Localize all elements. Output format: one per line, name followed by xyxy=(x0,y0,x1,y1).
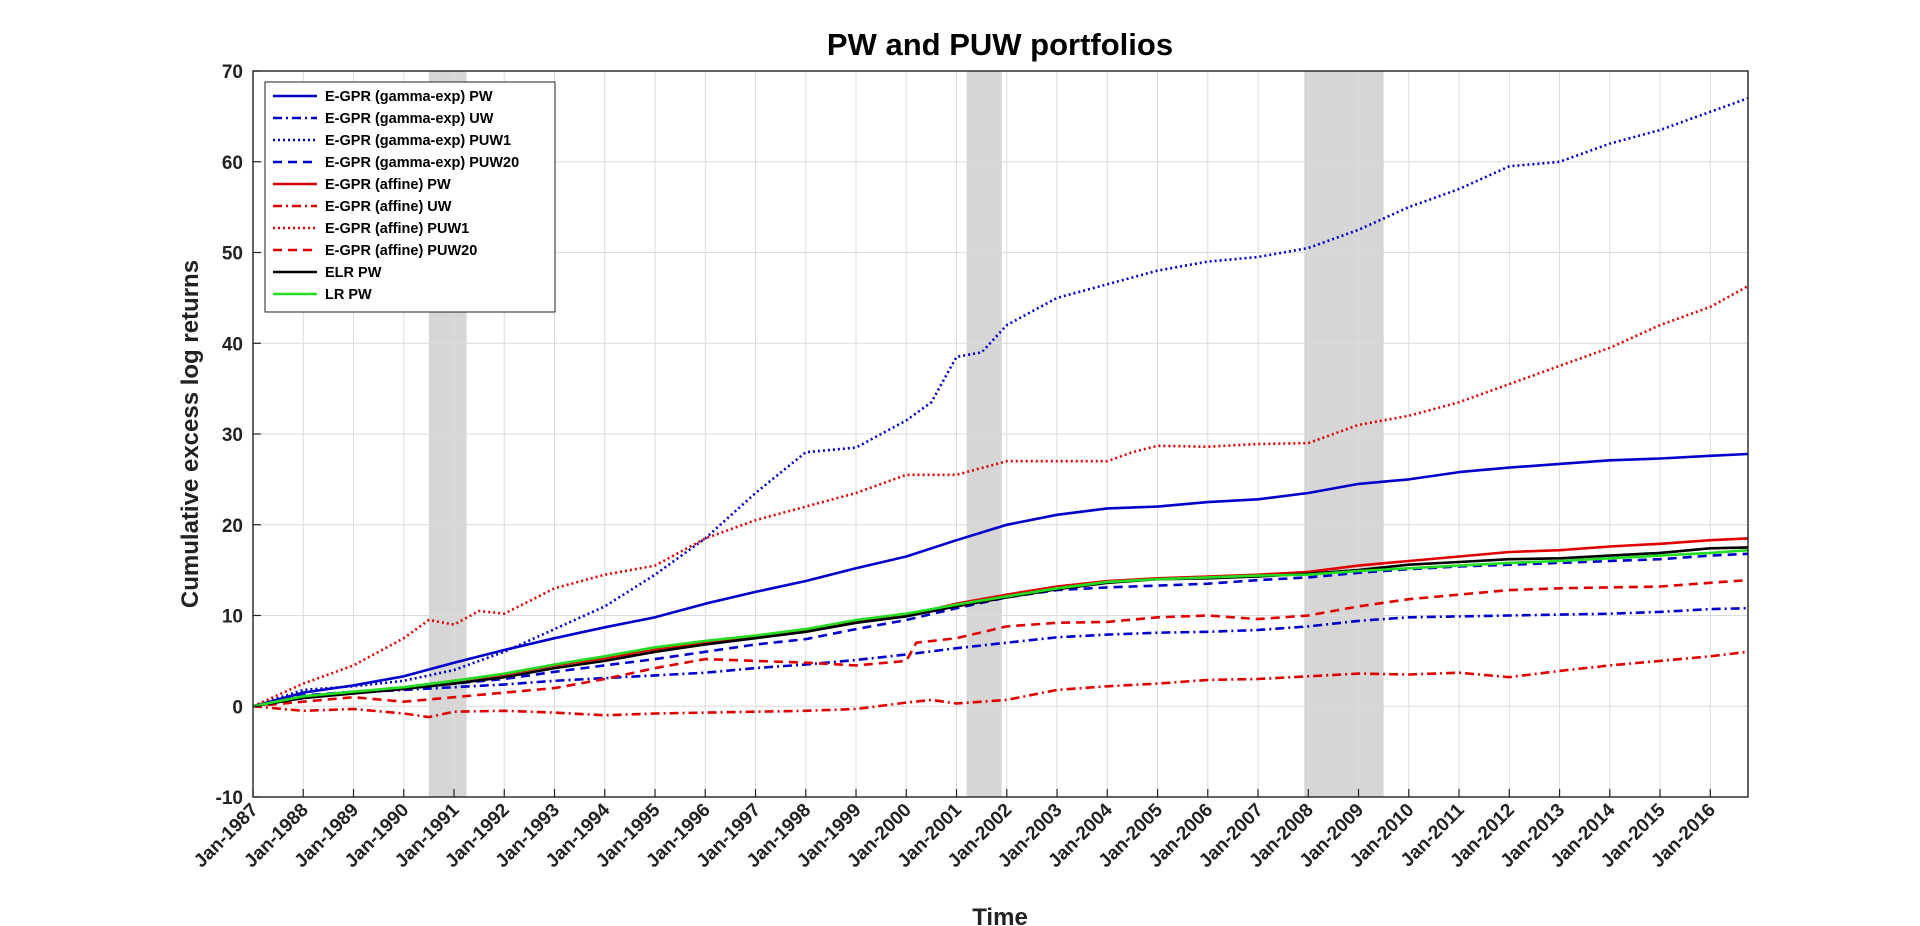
y-axis-ticks: -10 0 10 20 30 40 50 60 70 xyxy=(216,62,261,809)
y-tick-label: 20 xyxy=(222,516,243,537)
legend-entry-label: E-GPR (affine) UW xyxy=(325,199,452,215)
series-line-e-gpr-gamma-exp-uw xyxy=(252,606,1749,708)
legend-entry-label: ELR PW xyxy=(325,265,382,281)
y-tick-label: 70 xyxy=(222,62,243,83)
legend-box xyxy=(264,81,556,313)
series-line-e-gpr-affine-puw20 xyxy=(252,578,1749,708)
legend: E-GPR (gamma-exp) PW E-GPR (gamma-exp) UW… xyxy=(264,81,556,313)
legend-entry-label: E-GPR (gamma-exp) UW xyxy=(325,111,494,127)
series-line-e-gpr-affine-uw xyxy=(252,650,1749,719)
y-tick-label: 10 xyxy=(222,607,243,628)
series-line-e-gpr-gamma-exp-pw xyxy=(252,452,1749,708)
legend-entry-label: E-GPR (gamma-exp) PUW1 xyxy=(325,133,511,149)
legend-entry-label: E-GPR (affine) PW xyxy=(325,177,451,193)
y-tick-label: -10 xyxy=(216,788,243,809)
y-tick-label: 0 xyxy=(232,697,243,718)
series-line-e-gpr-affine-puw1 xyxy=(252,284,1749,708)
chart-title: PW and PUW portfolios xyxy=(827,27,1173,62)
x-axis-label: Time xyxy=(972,904,1028,926)
y-tick-label: 50 xyxy=(222,244,243,265)
legend-entry-label: E-GPR (gamma-exp) PUW20 xyxy=(325,155,519,171)
y-axis-label: Cumulative excess log returns xyxy=(177,260,204,608)
y-tick-label: 30 xyxy=(222,425,243,446)
series-line-lr-pw xyxy=(252,548,1749,708)
y-tick-label: 40 xyxy=(222,334,243,355)
legend-entry-label: E-GPR (affine) PUW1 xyxy=(325,221,469,237)
legend-entry-label: E-GPR (affine) PUW20 xyxy=(325,243,477,259)
legend-entry-label: LR PW xyxy=(325,287,372,303)
series-line-e-gpr-gamma-exp-puw20 xyxy=(252,552,1749,708)
legend-entry-label: E-GPR (gamma-exp) PW xyxy=(325,89,493,105)
y-tick-label: 60 xyxy=(222,153,243,174)
x-axis-ticks: Jan-1987Jan-1988Jan-1989Jan-1990Jan-1991… xyxy=(190,789,1720,872)
series-lines xyxy=(252,96,1749,719)
